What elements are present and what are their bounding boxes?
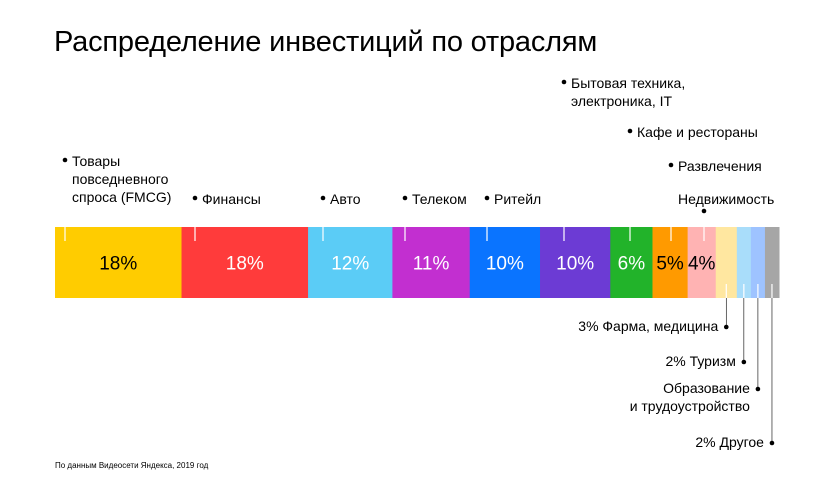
segment-6-category-label: Бытовая техника, электроника, IT [571,75,685,109]
segment-8-category-label: Развлечения [678,158,762,174]
segment-3-dot [320,195,326,201]
source-note: По данным Видеосети Яндекса, 2019 год [55,461,209,470]
segment-5-category-label: Ритейл [494,191,541,207]
segment-10-bar [715,227,738,298]
segment-2-dot [192,195,198,201]
segment-11-dot [741,359,747,365]
segment-12-dot [755,386,761,392]
segment-2-bar [181,227,309,298]
segment-1-bar [55,227,183,298]
chart-title: Распределение инвестиций по отраслям [54,26,598,58]
segment-8-value-label: 5% [656,254,684,275]
segment-10-dot [723,324,729,330]
segment-2-category-label: Финансы [202,191,261,207]
segment-1-dot [62,157,68,163]
segment-13-bar [764,227,780,298]
segment-5-bar [469,227,541,298]
segment-6-bar [540,227,611,298]
segment-4-value-label: 11% [413,254,450,275]
segment-10-category-label: 3% Фарма, медицина [578,318,718,334]
segment-12-category-label: Образование и трудоустройство [630,380,750,414]
segment-4-dot [402,195,408,201]
segment-8-dot [668,162,674,168]
segment-9-category-label: Недвижимость [678,191,774,207]
segment-3-value-label: 12% [331,254,369,275]
segment-2-value-label: 18% [226,254,264,275]
segment-9-dot [701,208,707,214]
segment-11-bar [736,227,752,298]
segment-9-bar [687,227,717,298]
segment-12-bar [750,227,766,298]
segment-11-category-label: 2% Туризм [665,353,735,369]
segment-13-dot [769,440,775,446]
segment-7-category-label: Кафе и рестораны [637,124,758,140]
segment-7-dot [627,128,633,134]
segment-5-dot [484,195,490,201]
segment-6-dot [561,79,567,85]
segment-6-value-label: 10% [556,254,594,275]
segment-3-bar [308,227,393,298]
segment-7-value-label: 6% [618,254,646,275]
segment-8-bar [652,227,689,298]
segment-1-value-label: 18% [99,254,137,275]
segment-1-category-label: Товары повседневного спроса (FMCG) [72,153,171,205]
segment-9-value-label: 4% [688,254,716,275]
segment-5-value-label: 10% [486,254,524,275]
segment-13-category-label: 2% Другое [695,434,764,450]
segment-4-category-label: Телеком [412,191,467,207]
segment-3-category-label: Авто [330,191,361,207]
segment-7-bar [610,227,653,298]
